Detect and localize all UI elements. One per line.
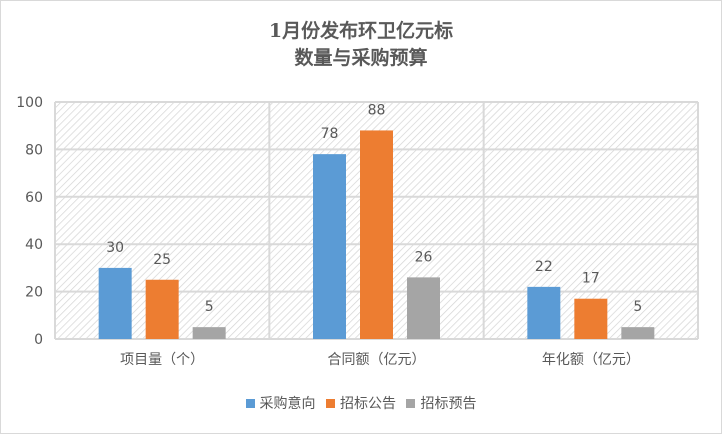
data-label: 88 (368, 102, 386, 118)
title-line-1: 1月份发布环卫亿元标 (268, 20, 454, 42)
bar (192, 327, 226, 339)
data-label: 5 (633, 299, 642, 315)
data-label: 30 (106, 240, 124, 256)
bar (145, 279, 179, 339)
y-tick-label: 100 (16, 95, 43, 111)
legend-swatch (406, 398, 416, 408)
data-label: 26 (415, 249, 433, 265)
bar (98, 267, 132, 339)
data-label: 5 (205, 299, 214, 315)
y-tick-label: 40 (25, 237, 43, 253)
bar (313, 154, 346, 339)
legend-swatch (326, 398, 335, 408)
legend-label: 招标预告 (420, 396, 477, 412)
y-tick-label: 60 (25, 190, 43, 206)
legend-item-0[interactable]: 采购意向 (245, 393, 316, 413)
bar (621, 327, 655, 339)
legend-label: 招标公告 (340, 396, 396, 412)
bar (407, 277, 440, 339)
x-tick-label: 年化额（亿元） (542, 352, 640, 368)
y-tick-label: 0 (34, 332, 43, 348)
title-line-2: 数量与采购预算 (294, 47, 428, 69)
x-tick-label: 项目量（个） (120, 352, 204, 368)
x-tick-label: 合同额（亿元） (328, 352, 426, 368)
bar (527, 286, 561, 339)
bar (360, 130, 393, 339)
data-label: 78 (321, 126, 339, 142)
data-label: 25 (153, 252, 171, 268)
bar (574, 298, 608, 339)
data-label: 17 (582, 271, 600, 287)
legend-label: 采购意向 (259, 396, 316, 412)
chart-title: 1月份发布环卫亿元标 数量与采购预算 (0, 18, 722, 72)
legend-item-1[interactable]: 招标公告 (326, 393, 396, 413)
y-tick-label: 20 (25, 285, 43, 301)
legend-item-2[interactable]: 招标预告 (406, 393, 476, 413)
legend: 采购意向 招标公告 招标预告 (0, 393, 722, 413)
y-tick-label: 80 (25, 142, 43, 158)
data-label: 22 (535, 259, 553, 275)
legend-swatch (245, 398, 255, 408)
